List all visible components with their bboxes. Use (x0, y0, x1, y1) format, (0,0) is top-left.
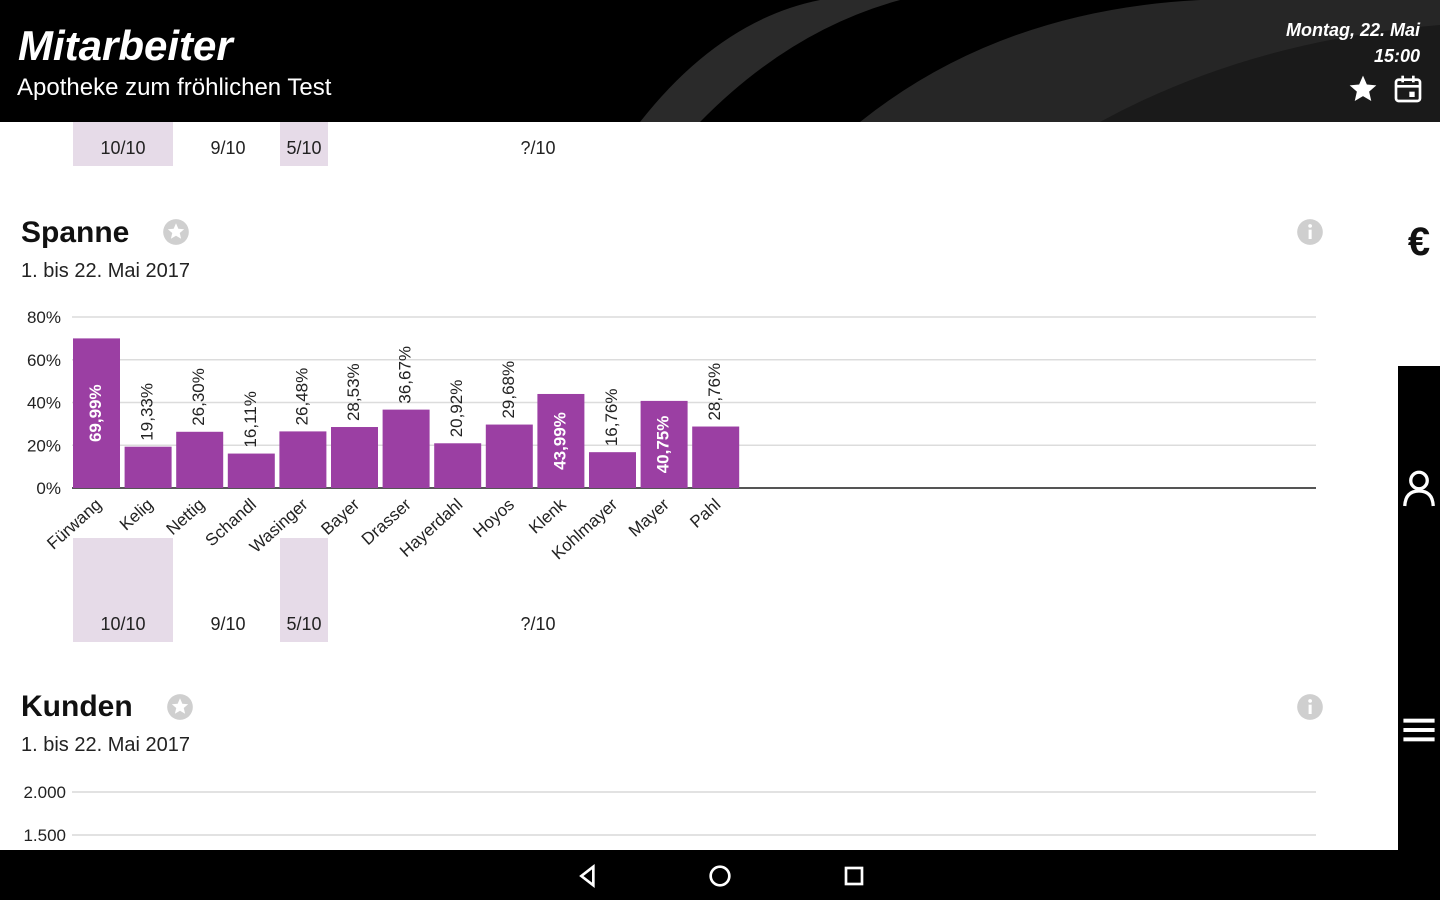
spanne-info-button[interactable] (1296, 218, 1324, 246)
header-date: Montag, 22. Mai (1285, 20, 1420, 40)
star-outline-icon (167, 694, 193, 720)
system-navbar (0, 850, 1440, 900)
menu-button[interactable] (1398, 706, 1440, 754)
y-tick-label: 60% (27, 351, 61, 370)
content-scroll-area[interactable]: 10/10 9/10 5/10 ?/10 Spanne 1. bis 22. M… (0, 122, 1398, 850)
x-tick-label: Kelig (116, 495, 157, 534)
kunden-favorite-button[interactable] (166, 693, 194, 721)
bar (227, 453, 275, 488)
info-icon (1297, 694, 1323, 720)
spanne-chart: 0%20%40%60%80%69,99%Fürwang19,33%Kelig26… (27, 308, 1316, 563)
score-label: ?/10 (520, 138, 556, 158)
spanne-period: 1. bis 22. Mai 2017 (21, 260, 190, 282)
right-rail (1398, 366, 1440, 850)
right-rail-top (1398, 122, 1440, 366)
y-tick-label: 2.000 (23, 783, 66, 802)
menu-icon (1403, 718, 1435, 742)
euro-icon: € (1407, 219, 1431, 264)
bar-value-label: 16,11% (241, 391, 260, 447)
bar (124, 446, 172, 488)
bar-value-label: 36,67% (396, 346, 415, 404)
bar (73, 338, 120, 488)
score-label: ?/10 (520, 614, 556, 634)
star-icon (1349, 75, 1377, 101)
x-tick-label: Klenk (525, 495, 570, 538)
spanne-favorite-button[interactable] (162, 218, 190, 246)
kunden-title: Kunden (21, 690, 133, 723)
star-outline-icon (163, 219, 189, 245)
bar-value-label: 43,99% (550, 412, 569, 470)
home-icon (709, 865, 731, 887)
bar-value-label: 26,30% (189, 368, 208, 426)
bar-value-label: 20,92% (447, 380, 466, 438)
score-label: 9/10 (210, 614, 246, 634)
recents-icon (844, 866, 864, 886)
y-tick-label: 1.500 (23, 826, 66, 845)
score-highlight (280, 122, 328, 166)
score-highlight (280, 538, 328, 642)
x-tick-label: Pahl (686, 495, 724, 532)
bar-value-label: 40,75% (654, 416, 673, 474)
bar (382, 409, 430, 488)
page-title: Mitarbeiter (18, 22, 233, 69)
revenue-nav-button[interactable]: € (1398, 218, 1440, 266)
bar (279, 431, 327, 488)
bar (640, 400, 688, 488)
x-tick-label: Mayer (625, 495, 673, 541)
bar-value-label: 69,99% (86, 384, 105, 442)
kunden-chart: 2.000 1.500 (23, 783, 1316, 845)
x-tick-label: Bayer (317, 495, 363, 539)
bottom-score-row: 10/10 9/10 5/10 ?/10 (0, 538, 1320, 642)
score-label: 10/10 (100, 138, 146, 158)
calendar-icon (1394, 75, 1422, 103)
back-icon (579, 863, 595, 889)
page-subtitle: Apotheke zum fröhlichen Test (17, 74, 332, 101)
score-label: 10/10 (100, 614, 146, 634)
y-tick-label: 0% (36, 479, 61, 498)
bar (485, 424, 533, 488)
y-tick-label: 20% (27, 436, 61, 455)
bar (692, 426, 740, 488)
y-tick-label: 80% (27, 308, 61, 327)
kunden-period: 1. bis 22. Mai 2017 (21, 734, 190, 756)
bar (331, 427, 378, 488)
bar-value-label: 16,76% (602, 389, 621, 447)
score-highlight (73, 538, 173, 642)
spanne-title: Spanne (21, 216, 130, 249)
app-header: Mitarbeiter Apotheke zum fröhlichen Test… (0, 0, 1440, 122)
score-highlight (73, 122, 173, 166)
bar-value-label: 26,48% (292, 368, 311, 426)
bar-value-label: 19,33% (138, 383, 157, 441)
x-tick-label: Hoyos (469, 495, 518, 541)
bar-value-label: 28,53% (344, 363, 363, 421)
score-label: 5/10 (286, 138, 322, 158)
score-label: 9/10 (210, 138, 246, 158)
bar (434, 443, 482, 488)
header-time: 15:00 (1373, 46, 1420, 66)
recents-button[interactable] (838, 860, 870, 892)
x-tick-label: Nettig (163, 495, 209, 539)
bar (537, 393, 585, 488)
bar (589, 452, 636, 488)
kunden-info-button[interactable] (1296, 693, 1324, 721)
bar-value-label: 28,76% (705, 363, 724, 421)
person-icon (1403, 470, 1435, 507)
info-icon (1297, 219, 1323, 245)
back-button[interactable] (572, 860, 604, 892)
score-label: 5/10 (286, 614, 322, 634)
top-score-row: 10/10 9/10 5/10 ?/10 (0, 122, 1320, 166)
home-button[interactable] (704, 860, 736, 892)
bar-value-label: 29,68% (499, 361, 518, 419)
employees-nav-button[interactable] (1398, 464, 1440, 512)
header-decoration (640, 0, 1440, 122)
favorites-button[interactable] (1347, 73, 1379, 105)
bar (176, 431, 224, 488)
y-tick-label: 40% (27, 394, 61, 413)
calendar-button[interactable] (1392, 73, 1424, 105)
